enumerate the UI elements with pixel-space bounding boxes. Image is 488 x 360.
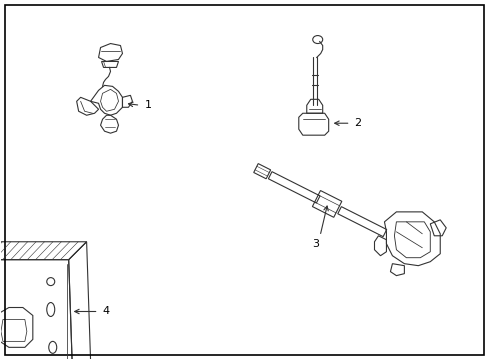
Text: 3: 3 (311, 239, 318, 249)
Text: 1: 1 (144, 100, 151, 110)
Text: 4: 4 (102, 306, 109, 316)
Text: 2: 2 (354, 118, 361, 128)
